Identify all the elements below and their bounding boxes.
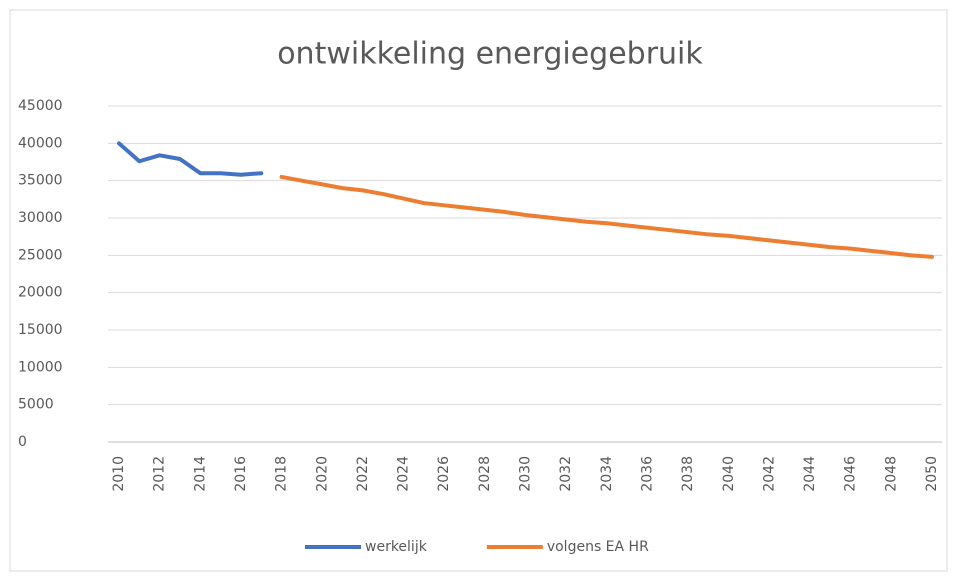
y-tick-label: 35000: [18, 173, 63, 189]
x-tick-label: 2042: [761, 456, 777, 492]
x-tick-label: 2044: [802, 456, 818, 492]
y-tick-label: 10000: [18, 359, 63, 375]
y-tick-label: 5000: [18, 397, 54, 413]
legend-label: volgens EA HR: [547, 539, 649, 555]
x-tick-label: 2010: [111, 456, 127, 492]
series-line: [117, 141, 264, 177]
x-tick-label: 2032: [558, 456, 574, 492]
x-tick-label: 2026: [436, 456, 452, 492]
x-tick-label: 2038: [680, 456, 696, 492]
x-tick-label: 2050: [924, 456, 940, 492]
x-tick-label: 2016: [233, 456, 249, 492]
series-line: [279, 174, 934, 259]
x-tick-label: 2012: [152, 456, 168, 492]
x-tick-label: 2048: [883, 456, 899, 492]
y-tick-label: 25000: [18, 247, 63, 263]
y-tick-label: 0: [18, 434, 27, 450]
x-tick-label: 2040: [721, 456, 737, 492]
x-tick-label: 2036: [639, 456, 655, 492]
legend-label: werkelijk: [365, 539, 428, 555]
x-tick-label: 2046: [843, 456, 859, 492]
y-tick-label: 15000: [18, 322, 63, 338]
x-tick-label: 2022: [355, 456, 371, 492]
x-tick-label: 2028: [477, 456, 493, 492]
chart-border: [9, 9, 948, 572]
x-tick-label: 2014: [192, 456, 208, 492]
x-tick-label: 2024: [396, 456, 412, 492]
x-tick-label: 2030: [518, 456, 534, 492]
y-tick-label: 30000: [18, 210, 63, 226]
x-tick-label: 2018: [274, 456, 290, 492]
chart-title: ontwikkeling energiegebruik: [277, 37, 703, 72]
x-tick-label: 2034: [599, 456, 615, 492]
y-tick-label: 20000: [18, 285, 63, 301]
x-tick-label: 2020: [314, 456, 330, 492]
y-tick-label: 45000: [18, 98, 63, 114]
y-tick-label: 40000: [18, 135, 63, 151]
